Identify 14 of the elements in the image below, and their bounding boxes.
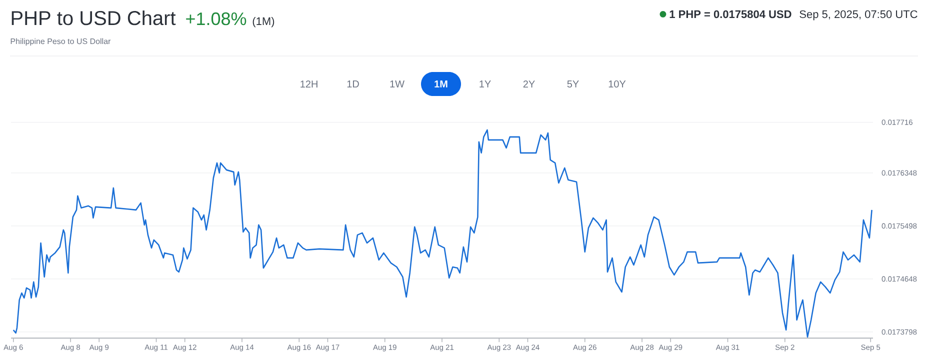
chart-title: PHP to USD Chart <box>12 10 176 26</box>
text: 1M <box>434 80 448 88</box>
text: (1M) <box>252 17 274 28</box>
text: 1D <box>347 80 359 88</box>
text: 1Y <box>480 80 491 88</box>
text: 12H <box>300 80 318 88</box>
text: 1W <box>390 80 404 88</box>
text: Sep 5, 2025, 07:50 UTC <box>800 10 918 20</box>
text: 10Y <box>608 80 626 88</box>
text: 2Y <box>523 80 535 88</box>
text: 1 PHP = 0.0175804 USD <box>670 10 792 18</box>
text: +1.08% <box>186 12 246 26</box>
text: 5Y <box>567 80 579 88</box>
chart-subtitle: Philippine Peso to US Dollar <box>10 38 111 46</box>
